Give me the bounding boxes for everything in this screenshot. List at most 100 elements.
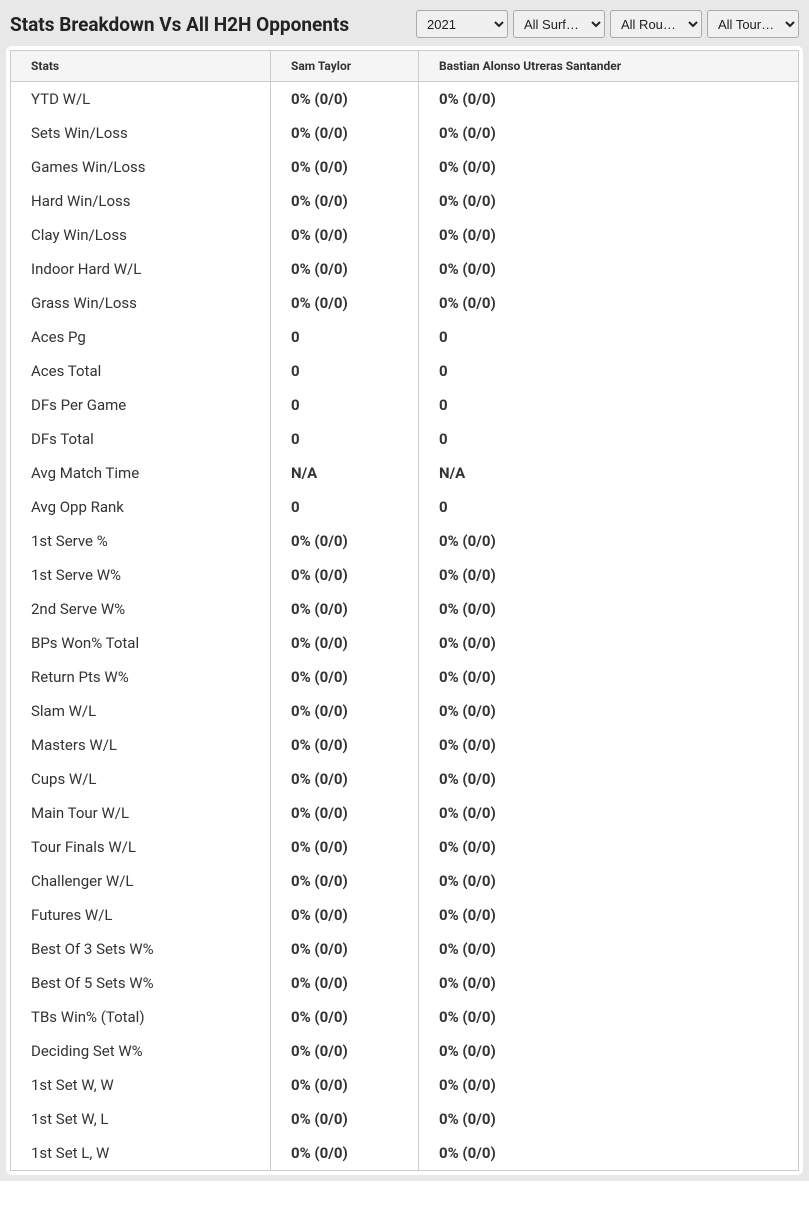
stat-value-player2: 0% (0/0) — [419, 762, 799, 796]
table-row: Futures W/L0% (0/0)0% (0/0) — [11, 898, 799, 932]
stat-value-player1: 0 — [271, 320, 419, 354]
col-header-stats: Stats — [11, 51, 271, 82]
table-row: Masters W/L0% (0/0)0% (0/0) — [11, 728, 799, 762]
stat-value-player1: 0% (0/0) — [271, 150, 419, 184]
stat-value-player2: 0% (0/0) — [419, 830, 799, 864]
table-row: 1st Set W, L0% (0/0)0% (0/0) — [11, 1102, 799, 1136]
table-row: Deciding Set W%0% (0/0)0% (0/0) — [11, 1034, 799, 1068]
table-row: DFs Total00 — [11, 422, 799, 456]
stat-value-player2: 0 — [419, 422, 799, 456]
stat-label: Avg Opp Rank — [11, 490, 271, 524]
stat-value-player2: 0 — [419, 320, 799, 354]
stat-value-player2: 0% (0/0) — [419, 966, 799, 1000]
stat-value-player1: 0% (0/0) — [271, 932, 419, 966]
filter-group: 2021 All Surf… All Rou… All Tour… — [416, 10, 799, 38]
stat-value-player2: 0% (0/0) — [419, 558, 799, 592]
stat-label: 1st Set W, W — [11, 1068, 271, 1102]
table-row: DFs Per Game00 — [11, 388, 799, 422]
table-row: Tour Finals W/L0% (0/0)0% (0/0) — [11, 830, 799, 864]
stat-value-player1: 0% (0/0) — [271, 728, 419, 762]
stat-value-player2: 0% (0/0) — [419, 218, 799, 252]
table-row: 1st Set L, W0% (0/0)0% (0/0) — [11, 1136, 799, 1171]
stat-value-player2: 0% (0/0) — [419, 150, 799, 184]
stat-value-player2: 0% (0/0) — [419, 1102, 799, 1136]
header-row: Stats Breakdown Vs All H2H Opponents 202… — [6, 6, 803, 46]
stat-value-player2: 0 — [419, 490, 799, 524]
stat-value-player1: 0% (0/0) — [271, 524, 419, 558]
stat-label: Clay Win/Loss — [11, 218, 271, 252]
stat-label: Sets Win/Loss — [11, 116, 271, 150]
stat-value-player2: 0% (0/0) — [419, 286, 799, 320]
stat-value-player2: 0% (0/0) — [419, 660, 799, 694]
table-row: YTD W/L0% (0/0)0% (0/0) — [11, 82, 799, 117]
stat-label: YTD W/L — [11, 82, 271, 117]
table-row: Best Of 3 Sets W%0% (0/0)0% (0/0) — [11, 932, 799, 966]
round-select[interactable]: All Rou… — [610, 10, 702, 38]
stat-value-player2: 0% (0/0) — [419, 932, 799, 966]
page-title: Stats Breakdown Vs All H2H Opponents — [10, 13, 349, 36]
table-row: Sets Win/Loss0% (0/0)0% (0/0) — [11, 116, 799, 150]
tour-select[interactable]: All Tour… — [707, 10, 799, 38]
stat-value-player1: 0% (0/0) — [271, 830, 419, 864]
stat-label: 1st Serve W% — [11, 558, 271, 592]
stat-value-player2: 0% (0/0) — [419, 1000, 799, 1034]
stat-label: TBs Win% (Total) — [11, 1000, 271, 1034]
stat-value-player2: 0% (0/0) — [419, 252, 799, 286]
stat-label: 1st Set L, W — [11, 1136, 271, 1171]
stat-label: Tour Finals W/L — [11, 830, 271, 864]
stat-value-player1: 0% (0/0) — [271, 1136, 419, 1171]
stat-label: Hard Win/Loss — [11, 184, 271, 218]
table-row: 1st Serve W%0% (0/0)0% (0/0) — [11, 558, 799, 592]
table-row: 2nd Serve W%0% (0/0)0% (0/0) — [11, 592, 799, 626]
stat-label: Deciding Set W% — [11, 1034, 271, 1068]
table-row: Hard Win/Loss0% (0/0)0% (0/0) — [11, 184, 799, 218]
stat-label: 2nd Serve W% — [11, 592, 271, 626]
stat-value-player2: 0 — [419, 388, 799, 422]
stats-table: Stats Sam Taylor Bastian Alonso Utreras … — [10, 50, 799, 1171]
stat-label: Challenger W/L — [11, 864, 271, 898]
stat-value-player2: 0% (0/0) — [419, 898, 799, 932]
stat-value-player2: 0% (0/0) — [419, 592, 799, 626]
stat-value-player2: 0 — [419, 354, 799, 388]
stat-label: DFs Per Game — [11, 388, 271, 422]
year-select[interactable]: 2021 — [416, 10, 508, 38]
table-row: Grass Win/Loss0% (0/0)0% (0/0) — [11, 286, 799, 320]
stat-value-player1: 0% (0/0) — [271, 864, 419, 898]
surface-select[interactable]: All Surf… — [513, 10, 605, 38]
stat-value-player2: 0% (0/0) — [419, 524, 799, 558]
stat-value-player1: 0% (0/0) — [271, 286, 419, 320]
stat-value-player1: 0% (0/0) — [271, 966, 419, 1000]
table-row: TBs Win% (Total)0% (0/0)0% (0/0) — [11, 1000, 799, 1034]
table-row: 1st Set W, W0% (0/0)0% (0/0) — [11, 1068, 799, 1102]
table-row: Main Tour W/L0% (0/0)0% (0/0) — [11, 796, 799, 830]
stat-value-player1: 0% (0/0) — [271, 252, 419, 286]
stat-label: Best Of 5 Sets W% — [11, 966, 271, 1000]
stat-value-player2: 0% (0/0) — [419, 626, 799, 660]
stat-label: 1st Serve % — [11, 524, 271, 558]
stat-label: DFs Total — [11, 422, 271, 456]
stat-label: Masters W/L — [11, 728, 271, 762]
stat-label: Avg Match Time — [11, 456, 271, 490]
stat-value-player2: 0% (0/0) — [419, 184, 799, 218]
stat-value-player2: 0% (0/0) — [419, 82, 799, 117]
table-row: Aces Pg00 — [11, 320, 799, 354]
stat-value-player2: N/A — [419, 456, 799, 490]
stat-value-player1: 0% (0/0) — [271, 558, 419, 592]
stats-tbody: YTD W/L0% (0/0)0% (0/0)Sets Win/Loss0% (… — [11, 82, 799, 1171]
stats-container: Stats Breakdown Vs All H2H Opponents 202… — [0, 0, 809, 1181]
stat-value-player2: 0% (0/0) — [419, 1068, 799, 1102]
stat-label: Main Tour W/L — [11, 796, 271, 830]
table-row: Cups W/L0% (0/0)0% (0/0) — [11, 762, 799, 796]
stat-value-player1: 0% (0/0) — [271, 1102, 419, 1136]
stat-label: Aces Pg — [11, 320, 271, 354]
table-row: Best Of 5 Sets W%0% (0/0)0% (0/0) — [11, 966, 799, 1000]
stat-value-player1: 0% (0/0) — [271, 1000, 419, 1034]
stat-value-player1: N/A — [271, 456, 419, 490]
stat-value-player1: 0% (0/0) — [271, 660, 419, 694]
stat-value-player1: 0% (0/0) — [271, 218, 419, 252]
stat-value-player1: 0% (0/0) — [271, 592, 419, 626]
stat-label: Futures W/L — [11, 898, 271, 932]
stat-label: Best Of 3 Sets W% — [11, 932, 271, 966]
table-row: Avg Opp Rank00 — [11, 490, 799, 524]
stat-value-player1: 0% (0/0) — [271, 184, 419, 218]
